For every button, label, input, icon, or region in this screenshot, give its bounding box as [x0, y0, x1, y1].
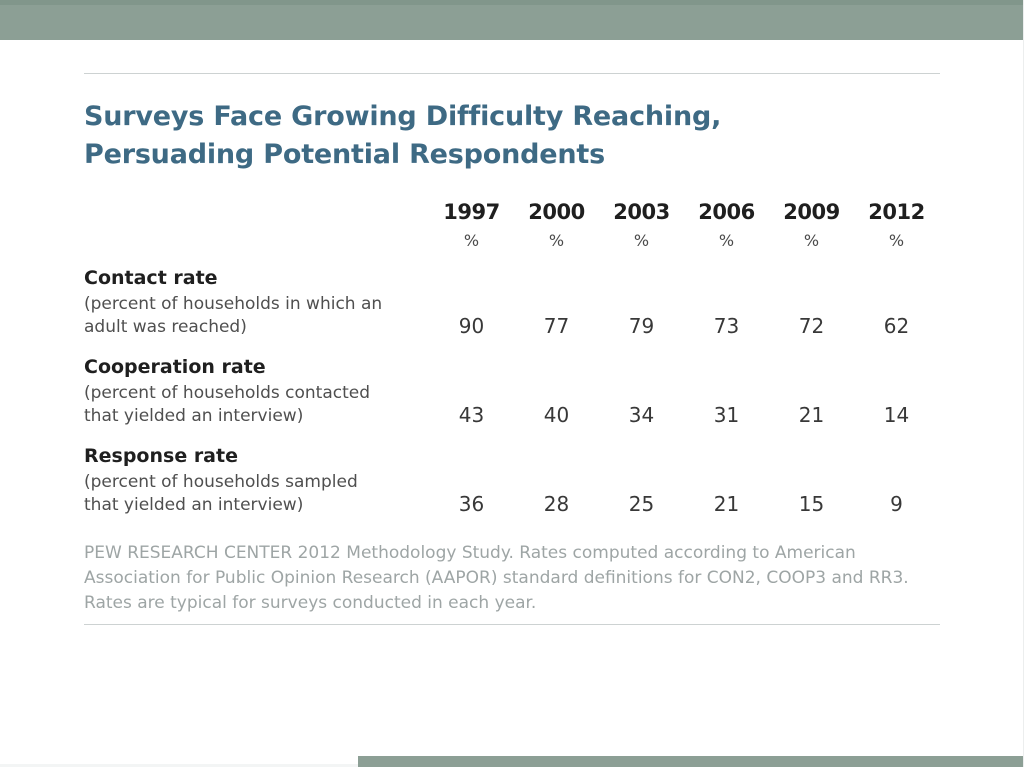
- col-header-year: 2009: [783, 200, 840, 224]
- cell-value: 21: [713, 492, 740, 516]
- cell-value: 34: [628, 403, 655, 427]
- unit-percent: %: [548, 231, 565, 250]
- cell-value: 62: [883, 314, 910, 338]
- unit-percent: %: [463, 231, 480, 250]
- table-row-cooperation-rate: Cooperation rate (percent of households …: [84, 355, 940, 428]
- row-label: Response rate (percent of households sam…: [84, 444, 429, 517]
- unit-percent: %: [888, 231, 905, 250]
- metric-description: (percent of households sampled that yiel…: [84, 472, 358, 515]
- cell-value: 21: [798, 403, 825, 427]
- chart-title-line1: Surveys Face Growing Difficulty Reaching…: [84, 101, 722, 132]
- metric-name: Contact rate: [84, 267, 218, 289]
- table-row-response-rate: Response rate (percent of households sam…: [84, 444, 940, 517]
- cell-value: 31: [713, 403, 740, 427]
- cell-value: 9: [890, 492, 903, 516]
- metric-description: (percent of households contacted that yi…: [84, 383, 371, 426]
- bottom-banner: [358, 756, 1023, 767]
- unit-percent: %: [633, 231, 650, 250]
- col-header-year: 2012: [868, 200, 925, 224]
- cell-value: 25: [628, 492, 655, 516]
- cell-value: 40: [543, 403, 570, 427]
- cell-value: 73: [713, 314, 740, 338]
- source-note: PEW RESEARCH CENTER 2012 Methodology Stu…: [84, 543, 909, 613]
- metric-description: (percent of households in which an adult…: [84, 294, 383, 337]
- cell-value: 72: [798, 314, 825, 338]
- chart-title-line2: Persuading Potential Respondents: [84, 139, 605, 170]
- cell-value: 15: [798, 492, 825, 516]
- cell-value: 43: [458, 403, 485, 427]
- divider-top: [84, 73, 940, 74]
- col-header-year: 2003: [613, 200, 670, 224]
- chart-title: Surveys Face Growing Difficulty Reaching…: [84, 98, 939, 174]
- divider-bottom: [84, 624, 940, 625]
- col-header-year: 1997: [443, 200, 500, 224]
- table-row-contact-rate: Contact rate (percent of households in w…: [84, 266, 940, 339]
- cell-value: 28: [543, 492, 570, 516]
- col-header-year: 2000: [528, 200, 585, 224]
- unit-percent: %: [803, 231, 820, 250]
- top-banner: [0, 0, 1023, 40]
- metric-name: Response rate: [84, 445, 238, 467]
- data-table: 1997 2000 2003 2006 2009 2012 % % % % % …: [84, 200, 940, 517]
- cell-value: 36: [458, 492, 485, 516]
- cell-value: 79: [628, 314, 655, 338]
- col-header-year: 2006: [698, 200, 755, 224]
- cell-value: 77: [543, 314, 570, 338]
- slide-content: Surveys Face Growing Difficulty Reaching…: [0, 40, 1023, 625]
- row-label: Contact rate (percent of households in w…: [84, 266, 429, 339]
- cell-value: 14: [883, 403, 910, 427]
- unit-row: % % % % % %: [84, 231, 940, 250]
- metric-name: Cooperation rate: [84, 356, 266, 378]
- row-label: Cooperation rate (percent of households …: [84, 355, 429, 428]
- cell-value: 90: [458, 314, 485, 338]
- unit-percent: %: [718, 231, 735, 250]
- year-header-row: 1997 2000 2003 2006 2009 2012: [84, 200, 940, 224]
